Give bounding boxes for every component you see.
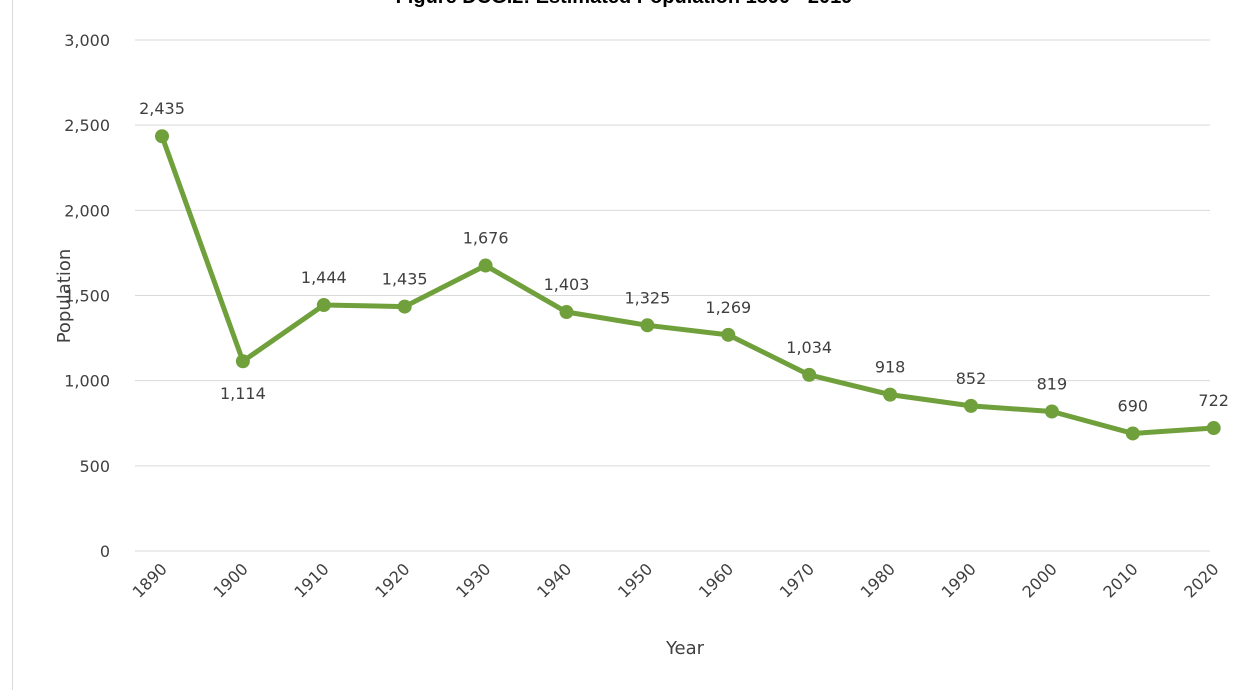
data-point [559, 305, 574, 320]
series-line [159, 135, 1214, 436]
data-point [1044, 404, 1059, 419]
data-label: 722 [1198, 391, 1229, 410]
data-label: 1,444 [301, 268, 347, 287]
data-points [155, 129, 1221, 441]
y-tick-label: 2,000 [64, 201, 110, 220]
x-tick-label: 2020 [1180, 559, 1222, 601]
data-point [640, 318, 655, 333]
x-tick-label: 1920 [371, 559, 413, 601]
data-label: 1,269 [705, 298, 751, 317]
data-point [883, 387, 898, 402]
data-label: 1,403 [544, 275, 590, 294]
data-label: 1,114 [220, 384, 266, 403]
data-point [397, 299, 412, 314]
x-tick-label: 1930 [452, 559, 494, 601]
x-tick-label: 2010 [1099, 559, 1141, 601]
data-label: 819 [1037, 374, 1068, 393]
data-label: 1,325 [624, 288, 670, 307]
x-tick-label: 1980 [857, 559, 899, 601]
data-label: 2,435 [139, 99, 185, 118]
y-axis-title: Population [54, 249, 75, 344]
x-axis-ticks: 1890 1900 1910 1920 1930 1940 1950 1960 1970 1980… [129, 559, 1223, 601]
x-tick-label: 2000 [1019, 559, 1061, 601]
y-tick-label: 0 [100, 542, 110, 561]
y-tick-label: 500 [79, 457, 110, 476]
data-point [1125, 426, 1140, 441]
data-point [721, 327, 736, 342]
data-label: 918 [875, 358, 906, 377]
x-tick-label: 1940 [533, 559, 575, 601]
y-tick-label: 2,500 [64, 116, 110, 135]
data-labels: 2,435 1,114 1,444 1,435 1,676 1,403 1,325 1,269… [139, 99, 1229, 415]
data-label: 1,034 [786, 338, 832, 357]
data-point [478, 258, 493, 273]
x-tick-label: 1990 [938, 559, 980, 601]
chart-title: Figure DCG.2: Estimated Population 1890 … [0, 0, 1248, 9]
x-tick-label: 1950 [614, 559, 656, 601]
y-tick-label: 1,500 [64, 287, 110, 306]
data-point [1206, 421, 1221, 436]
data-label: 1,435 [382, 270, 428, 289]
x-tick-label: 1890 [129, 559, 171, 601]
x-tick-label: 1960 [695, 559, 737, 601]
x-tick-label: 1910 [290, 559, 332, 601]
data-point [802, 367, 817, 382]
data-point [316, 298, 331, 313]
y-tick-label: 1,000 [64, 372, 110, 391]
data-label: 852 [956, 369, 987, 388]
data-point [235, 354, 250, 369]
data-label: 690 [1118, 396, 1149, 415]
data-point [155, 129, 169, 144]
data-point [964, 398, 978, 413]
gridlines [135, 39, 1210, 552]
x-axis-title: Year [665, 638, 705, 659]
y-axis-ticks: 0 500 1,000 1,500 2,000 2,500 3,000 [64, 31, 110, 561]
data-label: 1,676 [463, 229, 509, 248]
x-tick-label: 1900 [210, 559, 252, 601]
x-tick-label: 1970 [776, 559, 818, 601]
y-tick-label: 3,000 [64, 31, 110, 50]
